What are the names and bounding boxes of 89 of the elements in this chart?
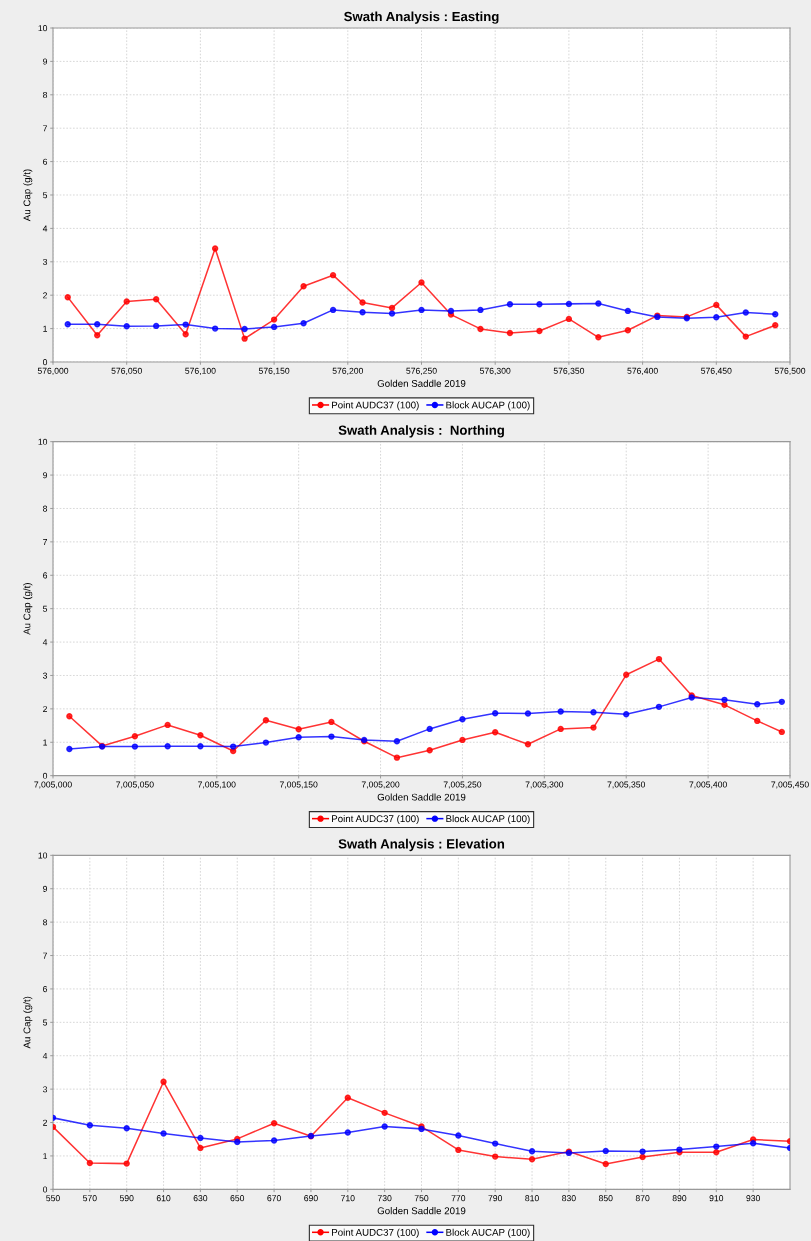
x-tick-label: 7,005,200 xyxy=(361,781,400,789)
x-tick-label: 576,250 xyxy=(406,367,437,375)
x-tick-label: 7,005,050 xyxy=(116,781,154,789)
x-tick-label: 790 xyxy=(488,1195,503,1202)
y-tick-label: 9 xyxy=(43,58,48,65)
y-tick-label: 3 xyxy=(42,1086,48,1093)
y-tick-label: 10 xyxy=(38,25,48,32)
y-tick-label: 7 xyxy=(43,125,48,132)
x-tick-label: 910 xyxy=(709,1195,724,1202)
y-tick-label: 6 xyxy=(43,158,48,165)
y-tick-label: 3 xyxy=(42,672,48,679)
y-tick-label: 7 xyxy=(43,539,48,545)
x-tick-label: 690 xyxy=(304,1195,318,1202)
y-tick-label: 6 xyxy=(43,986,48,993)
y-tick-label: 7 xyxy=(43,952,48,959)
y-tick-label: 1 xyxy=(43,739,48,746)
x-tick-label: 576,400 xyxy=(627,367,658,375)
y-tick-label: 1 xyxy=(43,325,48,332)
x-tick-label: 630 xyxy=(193,1195,208,1202)
x-tick-label: 770 xyxy=(451,1195,466,1202)
x-tick-label: 930 xyxy=(746,1195,760,1202)
x-tick-label: 576,000 xyxy=(37,367,69,375)
x-tick-label: 670 xyxy=(267,1195,281,1202)
legend-label: Point AUDC37 (100) xyxy=(332,1228,419,1238)
x-axis-title: Golden Saddle 2019 xyxy=(377,1207,466,1215)
y-tick-label: 9 xyxy=(43,885,48,892)
y-tick-label: 4 xyxy=(42,225,48,232)
x-tick-label: 576,500 xyxy=(774,367,806,375)
y-tick-label: 1 xyxy=(43,1153,48,1160)
y-tick-label: 6 xyxy=(43,572,48,579)
legend-label: Block AUCAP (100) xyxy=(446,814,530,825)
x-axis-title: Golden Saddle 2019 xyxy=(377,793,466,801)
y-tick-label: 8 xyxy=(43,505,48,512)
y-tick-label: 4 xyxy=(42,639,48,646)
chart-title: Swath Analysis : Elevation xyxy=(338,838,505,852)
y-tick-label: 3 xyxy=(42,258,48,265)
y-tick-label: 2 xyxy=(43,705,48,712)
x-tick-label: 7,005,100 xyxy=(198,781,236,789)
y-tick-label: 0 xyxy=(42,772,48,779)
x-tick-label: 610 xyxy=(156,1195,171,1202)
legend-label: Point AUDC37 (100) xyxy=(332,401,419,411)
y-axis-title: Au Cap (g/t) xyxy=(23,996,33,1049)
y-tick-label: 0 xyxy=(42,359,48,366)
x-tick-label: 850 xyxy=(598,1195,613,1202)
y-tick-label: 2 xyxy=(43,292,48,299)
chart-title: Swath Analysis : Northing xyxy=(338,425,504,438)
x-tick-label: 576,350 xyxy=(553,367,585,375)
x-tick-label: 870 xyxy=(635,1195,650,1202)
x-tick-label: 730 xyxy=(377,1195,392,1202)
y-tick-label: 5 xyxy=(43,1019,48,1026)
x-tick-label: 576,150 xyxy=(258,367,290,375)
x-tick-label: 7,005,000 xyxy=(34,781,72,789)
x-tick-label: 576,100 xyxy=(185,367,216,375)
x-tick-label: 710 xyxy=(341,1195,355,1202)
y-tick-label: 10 xyxy=(38,438,48,445)
legend-label: Point AUDC37 (100) xyxy=(332,814,419,825)
chart-title: Swath Analysis : Easting xyxy=(344,11,499,24)
x-tick-label: 550 xyxy=(46,1195,60,1202)
y-tick-label: 8 xyxy=(43,919,48,926)
x-tick-label: 650 xyxy=(230,1195,245,1202)
legend-label: Block AUCAP (100) xyxy=(446,1228,530,1238)
x-axis-title: Golden Saddle 2019 xyxy=(377,379,466,387)
x-tick-label: 576,450 xyxy=(701,367,732,375)
y-axis-title: Au Cap (g/t) xyxy=(23,169,33,222)
y-tick-label: 8 xyxy=(43,91,48,98)
y-tick-label: 5 xyxy=(43,192,48,199)
y-tick-label: 0 xyxy=(42,1186,48,1193)
x-tick-label: 830 xyxy=(562,1195,576,1202)
x-tick-label: 7,005,450 xyxy=(771,781,809,789)
y-tick-label: 4 xyxy=(42,1052,48,1059)
y-axis-title: Au Cap (g/t) xyxy=(23,583,33,635)
x-tick-label: 7,005,400 xyxy=(689,781,727,789)
x-tick-label: 576,050 xyxy=(111,367,142,375)
x-tick-label: 576,200 xyxy=(332,367,364,375)
x-tick-label: 750 xyxy=(414,1195,429,1202)
x-tick-label: 7,005,250 xyxy=(443,781,482,789)
x-tick-label: 7,005,300 xyxy=(525,781,564,789)
x-tick-label: 576,300 xyxy=(479,367,511,375)
x-tick-label: 590 xyxy=(119,1195,134,1202)
x-tick-label: 570 xyxy=(83,1195,97,1202)
legend-label: Block AUCAP (100) xyxy=(446,401,530,411)
y-tick-label: 10 xyxy=(38,852,48,859)
x-tick-label: 7,005,150 xyxy=(279,781,318,789)
x-tick-label: 810 xyxy=(525,1195,539,1202)
y-tick-label: 9 xyxy=(43,472,48,479)
y-tick-label: 2 xyxy=(43,1119,48,1126)
x-tick-label: 890 xyxy=(672,1195,687,1202)
y-tick-label: 5 xyxy=(43,605,48,612)
x-tick-label: 7,005,350 xyxy=(607,781,646,789)
